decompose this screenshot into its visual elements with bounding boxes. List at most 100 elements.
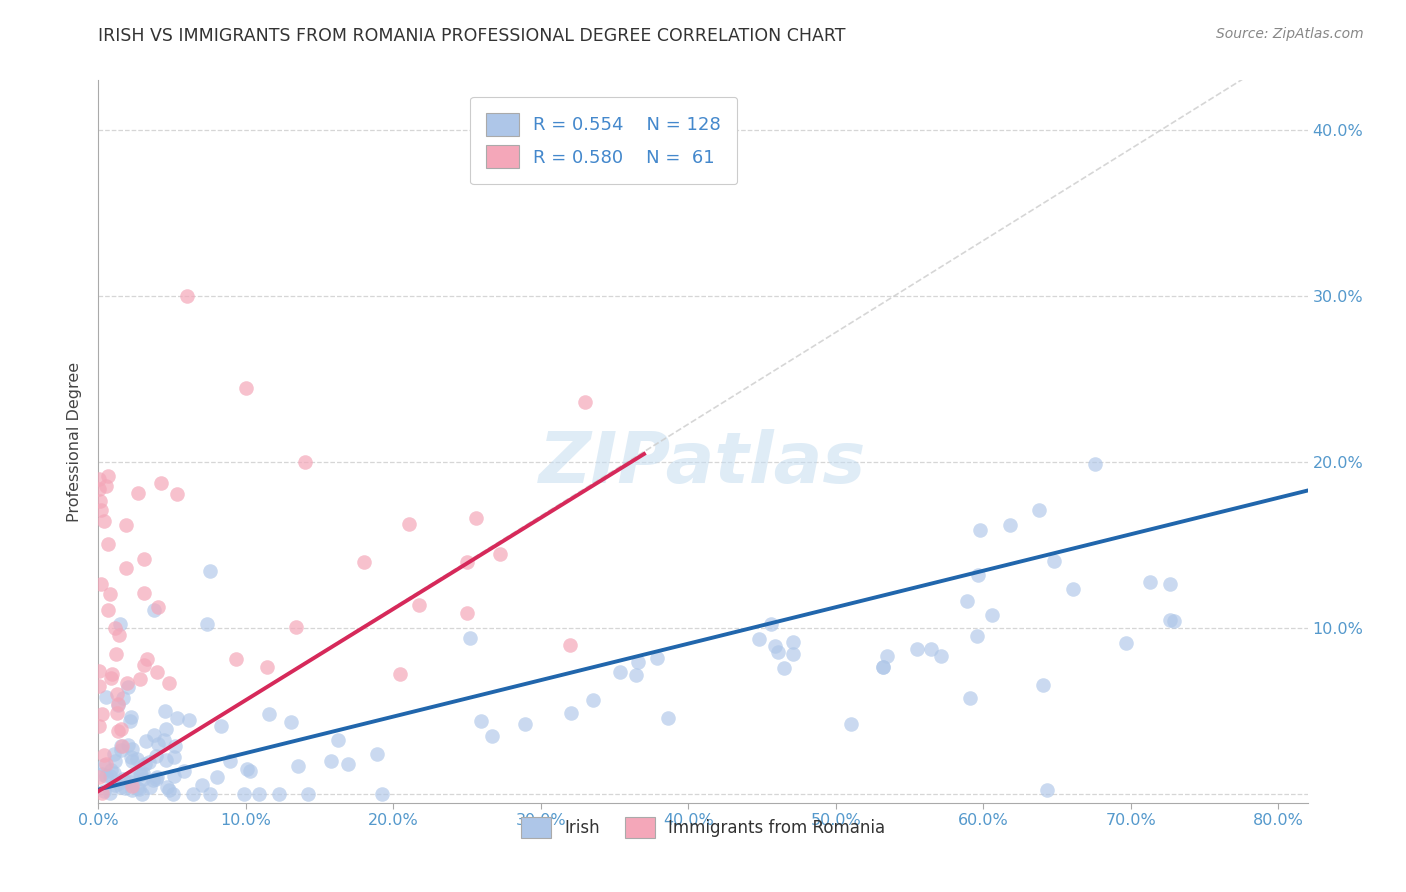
Point (219, 754, 242, 768)
Point (969, 523, 991, 537)
Point (280, 714, 302, 729)
Point (166, 487, 188, 501)
Point (337, 756, 360, 771)
Point (768, 645, 790, 659)
Point (112, 772, 135, 786)
Point (782, 647, 804, 661)
Point (89, 494, 111, 508)
Point (195, 617, 218, 632)
Point (146, 665, 169, 679)
Point (100, 587, 122, 601)
Point (107, 698, 129, 712)
Point (142, 773, 165, 788)
Point (759, 617, 782, 632)
Point (905, 642, 928, 657)
Point (135, 734, 157, 748)
Point (966, 629, 988, 643)
Point (129, 766, 152, 780)
Point (97, 468, 120, 483)
Point (110, 739, 132, 753)
Point (609, 665, 631, 680)
Point (328, 733, 350, 747)
Point (117, 738, 139, 752)
Point (131, 788, 153, 802)
Point (90, 576, 112, 591)
Point (235, 380, 257, 394)
Point (872, 660, 894, 674)
Point (1032, 678, 1054, 692)
Point (1028, 503, 1050, 517)
Point (225, 652, 247, 666)
Point (110, 780, 132, 794)
Point (153, 704, 176, 718)
Point (128, 672, 150, 686)
Point (998, 517, 1021, 532)
Point (132, 766, 155, 780)
Point (121, 742, 143, 756)
Point (876, 648, 898, 663)
Point (166, 711, 188, 725)
Point (91, 767, 114, 781)
Point (121, 782, 143, 797)
Point (87, 473, 110, 487)
Point (143, 728, 166, 742)
Point (118, 714, 141, 728)
Point (87, 664, 110, 678)
Point (152, 733, 174, 747)
Point (115, 561, 138, 575)
Point (920, 641, 942, 656)
Point (560, 638, 582, 652)
Point (132, 657, 155, 672)
Point (108, 776, 131, 790)
Point (121, 754, 143, 768)
Point (748, 632, 770, 646)
Point (1062, 582, 1084, 596)
Point (956, 593, 979, 607)
Point (96, 756, 118, 771)
Point (959, 690, 981, 705)
Point (100, 666, 122, 681)
Point (839, 717, 862, 731)
Point (162, 787, 184, 801)
Point (458, 631, 481, 645)
Point (97, 603, 120, 617)
Point (464, 511, 486, 525)
Point (94, 479, 117, 493)
Point (239, 764, 262, 778)
Point (93, 784, 115, 798)
Point (232, 788, 254, 802)
Text: Source: ZipAtlas.com: Source: ZipAtlas.com (1216, 27, 1364, 41)
Point (353, 555, 375, 569)
Point (114, 780, 136, 795)
Point (470, 714, 492, 729)
Point (157, 783, 180, 797)
Point (127, 780, 149, 795)
Point (145, 749, 167, 764)
Point (1159, 613, 1181, 627)
Point (87, 679, 110, 693)
Point (297, 788, 319, 802)
Point (645, 651, 668, 665)
Point (256, 660, 278, 674)
Point (107, 628, 129, 642)
Point (108, 616, 131, 631)
Point (114, 517, 136, 532)
Point (456, 606, 478, 620)
Point (98, 786, 121, 800)
Point (456, 555, 478, 569)
Point (165, 739, 187, 753)
Point (1159, 576, 1181, 591)
Point (624, 668, 647, 682)
Point (90, 502, 112, 516)
Point (772, 661, 794, 675)
Point (782, 635, 804, 649)
Point (139, 780, 162, 795)
Point (132, 772, 155, 787)
Point (146, 599, 169, 614)
Point (582, 692, 605, 706)
Point (97, 537, 120, 551)
Point (574, 394, 596, 409)
Point (366, 747, 388, 761)
Point (91, 706, 114, 721)
Point (132, 585, 155, 599)
